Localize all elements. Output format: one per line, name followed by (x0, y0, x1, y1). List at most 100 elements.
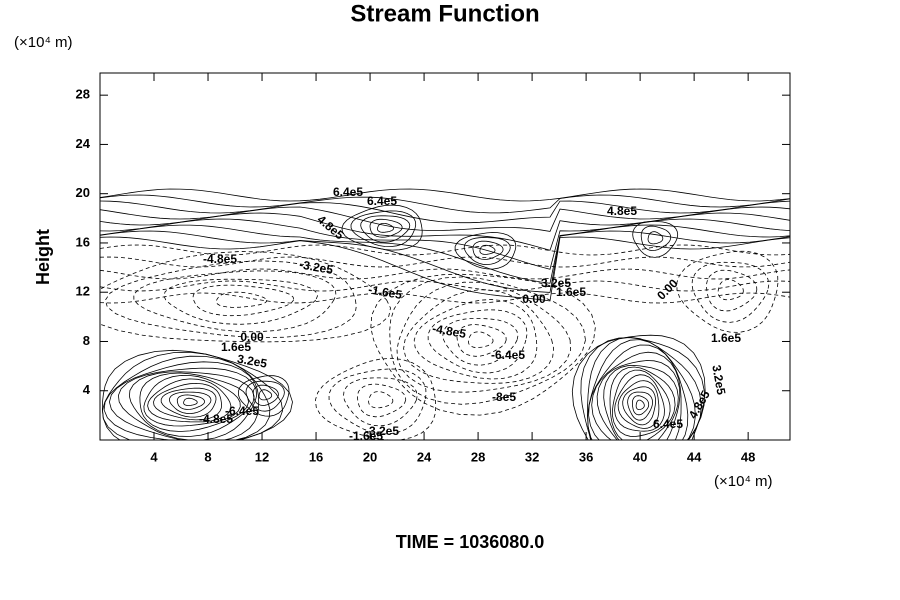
x-tick-label: 20 (363, 449, 377, 464)
contour-line (343, 377, 418, 427)
contour-line (245, 380, 285, 412)
contour-label: -4.8e5 (199, 412, 233, 426)
contour-label: 1.6e5 (221, 340, 251, 354)
contour-line (635, 399, 645, 410)
contour-line (100, 218, 790, 270)
contour-line (237, 375, 290, 417)
contour-label: -8e5 (492, 390, 516, 404)
contour-line (100, 200, 790, 224)
contour-line (168, 391, 212, 415)
contour-line (147, 378, 232, 423)
contour-line (176, 394, 206, 410)
contour-line (427, 309, 528, 374)
contour-line (632, 221, 679, 258)
contour-line (101, 349, 293, 440)
contour-line (617, 380, 660, 429)
contour-line (456, 324, 507, 357)
contour-line (100, 280, 790, 292)
contour-line (100, 268, 790, 280)
contour-line (215, 291, 268, 308)
contour-line (139, 372, 250, 432)
chart-title: Stream Function (350, 0, 539, 27)
contour-line (100, 292, 790, 304)
x-tick-label: 36 (579, 449, 593, 464)
y-axis-label: Height (33, 229, 53, 285)
contour-label: 6.4e5 (367, 194, 397, 208)
contour-line (632, 395, 650, 416)
contour-line (100, 230, 790, 293)
contour-line (192, 284, 295, 317)
contour-label: -1.6e5 (349, 429, 383, 443)
y-tick-label: 24 (76, 136, 91, 151)
contour-line (102, 351, 284, 440)
contour-line (676, 250, 779, 333)
contour-line (100, 256, 790, 268)
contour-line (627, 391, 654, 421)
contour-line (100, 251, 391, 343)
contour-line (603, 364, 679, 440)
contour-line (350, 210, 417, 248)
contour-line (614, 374, 665, 432)
x-unit-label: (×10⁴ m) (714, 473, 773, 490)
contour-label: 6.4e5 (653, 417, 683, 431)
contour-line (100, 236, 790, 302)
contour-label: -6.4e5 (225, 404, 259, 418)
contour-line (100, 212, 790, 251)
contour-line (596, 360, 681, 440)
y-tick-label: 28 (76, 87, 90, 102)
contour-line (100, 194, 790, 214)
contour-line (108, 361, 260, 440)
contour-line (368, 391, 394, 409)
contour-line (467, 331, 494, 348)
contour-line (183, 397, 198, 406)
contour-line (691, 261, 770, 323)
contour-line (587, 336, 702, 440)
x-tick-label: 24 (417, 449, 432, 464)
contour-line (611, 369, 671, 437)
y-unit-label: (×10⁴ m) (14, 34, 73, 51)
contour-line (163, 278, 318, 325)
contours (100, 188, 790, 440)
contour-line (128, 371, 255, 437)
contour-line (463, 237, 511, 266)
contour-line (442, 318, 519, 366)
contour-line (160, 387, 217, 418)
contour-line (571, 334, 706, 440)
contour-line (258, 389, 273, 401)
contour-label: -4.8e5 (431, 321, 467, 341)
contour-line (314, 357, 437, 440)
contour-line (479, 244, 496, 255)
contour-label: 0.00 (654, 276, 681, 303)
contour-line (622, 386, 657, 426)
contour-line (640, 225, 672, 252)
contour-label: -4.8e5 (203, 252, 237, 266)
contour-label: 0.00 (240, 330, 264, 344)
contour-label: 3.2e5 (236, 352, 268, 371)
contour-label: 1.6e5 (556, 285, 586, 299)
contour-line (357, 383, 407, 418)
contour-line (369, 218, 403, 238)
footer: TIME = 1036080.0 (396, 532, 545, 552)
contour-label: 0.00 (522, 292, 546, 306)
y-tick-label: 4 (83, 382, 91, 397)
x-tick-label: 32 (525, 449, 539, 464)
contour-label: 1.6e5 (711, 331, 741, 345)
contour-line (143, 374, 241, 427)
contour-label: -3.2e5 (365, 424, 399, 438)
contour-label: 3.2e5 (709, 364, 728, 396)
x-tick-label: 28 (471, 449, 485, 464)
y-tick-label: 12 (76, 284, 90, 299)
x-tick-label: 44 (687, 449, 702, 464)
x-tick-label: 8 (204, 449, 211, 464)
x-tick-label: 12 (255, 449, 269, 464)
contour-line (472, 240, 504, 260)
contour-label: 3.2e5 (541, 276, 571, 290)
contour-line (454, 232, 517, 270)
contour-label: 6.4e5 (333, 185, 363, 199)
contour-line (328, 368, 427, 435)
y-tick-label: 8 (83, 333, 90, 348)
contour-line (647, 231, 664, 245)
contour-label: -3.2e5 (298, 257, 334, 277)
contour-line (104, 260, 357, 339)
